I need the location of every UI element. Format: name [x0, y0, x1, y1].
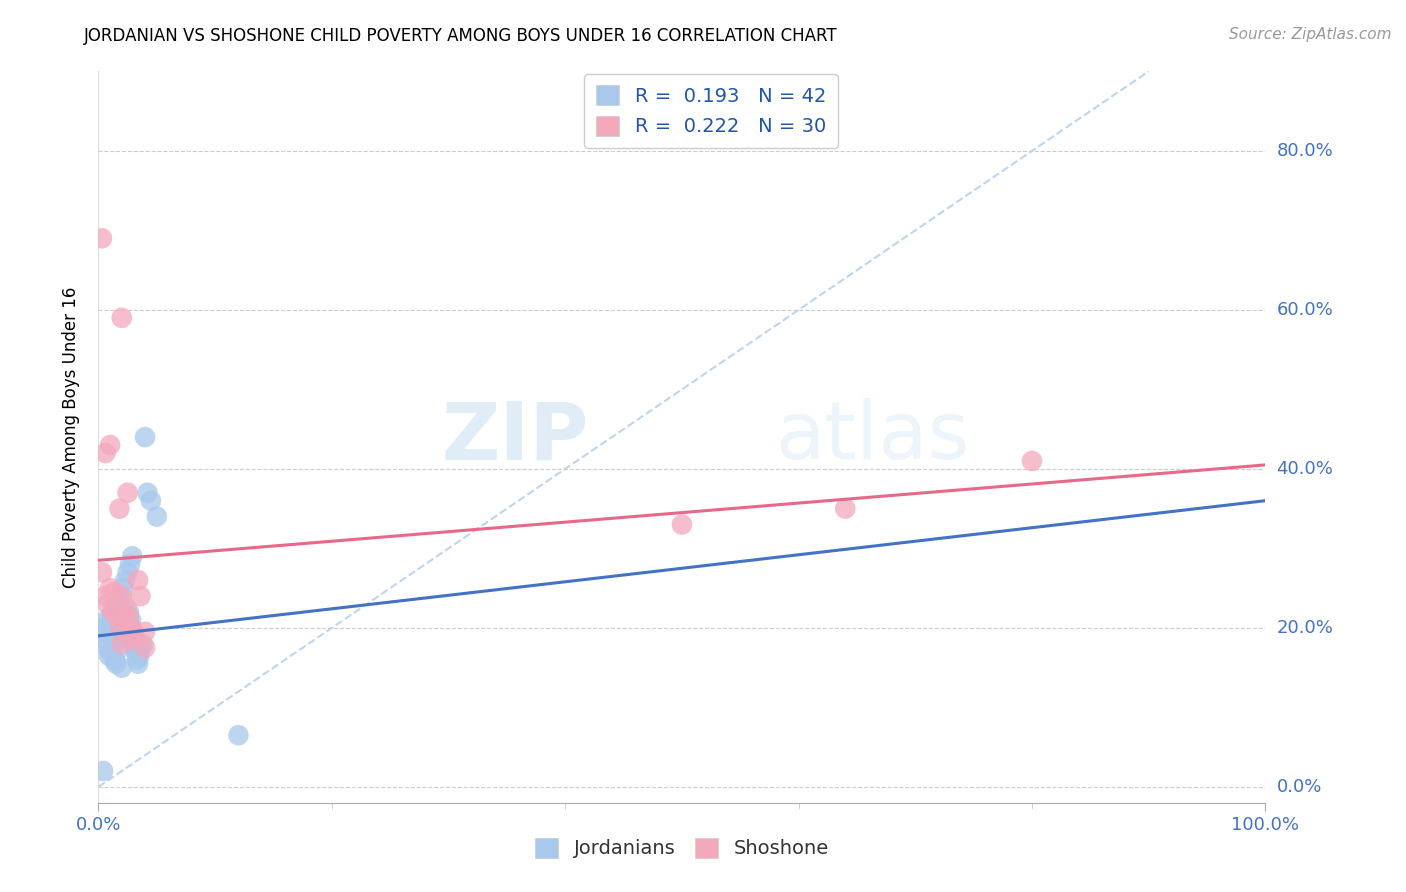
Text: 60.0%: 60.0% — [1277, 301, 1333, 318]
Point — [111, 660, 134, 674]
Point — [100, 609, 122, 624]
Point — [111, 581, 134, 595]
Point — [108, 621, 131, 635]
Point — [107, 632, 129, 647]
Point — [1021, 454, 1043, 468]
Point — [118, 605, 141, 619]
Point — [122, 624, 145, 639]
Point — [111, 310, 134, 325]
Point — [111, 589, 134, 603]
Text: 20.0%: 20.0% — [1277, 619, 1333, 637]
Point — [94, 632, 117, 647]
Y-axis label: Child Poverty Among Boys Under 16: Child Poverty Among Boys Under 16 — [62, 286, 80, 588]
Point — [104, 585, 127, 599]
Point — [98, 438, 121, 452]
Point — [94, 446, 117, 460]
Point — [104, 657, 127, 671]
Text: 80.0%: 80.0% — [1277, 142, 1333, 160]
Point — [110, 640, 132, 655]
Point — [97, 640, 120, 655]
Point — [129, 640, 152, 655]
Point — [103, 629, 125, 643]
Point — [114, 573, 136, 587]
Point — [134, 640, 156, 655]
Point — [112, 613, 135, 627]
Text: 40.0%: 40.0% — [1277, 460, 1333, 478]
Point — [104, 653, 127, 667]
Point — [101, 616, 124, 631]
Point — [122, 624, 145, 639]
Point — [127, 573, 149, 587]
Point — [127, 657, 149, 671]
Text: 0.0%: 0.0% — [1277, 778, 1322, 796]
Point — [120, 629, 142, 643]
Point — [117, 485, 139, 500]
Point — [134, 624, 156, 639]
Point — [146, 509, 169, 524]
Point — [118, 558, 141, 572]
Point — [108, 501, 131, 516]
Point — [118, 609, 141, 624]
Point — [97, 648, 120, 663]
Point — [134, 430, 156, 444]
Point — [98, 581, 121, 595]
Text: JORDANIAN VS SHOSHONE CHILD POVERTY AMONG BOYS UNDER 16 CORRELATION CHART: JORDANIAN VS SHOSHONE CHILD POVERTY AMON… — [84, 27, 838, 45]
Text: ZIP: ZIP — [441, 398, 589, 476]
Point — [139, 493, 162, 508]
Point — [120, 621, 142, 635]
Legend: Jordanians, Shoshone: Jordanians, Shoshone — [527, 830, 837, 866]
Point — [125, 645, 148, 659]
Point — [124, 637, 146, 651]
Point — [671, 517, 693, 532]
Point — [120, 613, 142, 627]
Text: Source: ZipAtlas.com: Source: ZipAtlas.com — [1229, 27, 1392, 42]
Point — [129, 589, 152, 603]
Point — [112, 624, 135, 639]
Point — [94, 589, 117, 603]
Point — [105, 609, 128, 624]
Point — [90, 231, 112, 245]
Point — [115, 621, 138, 635]
Point — [115, 601, 138, 615]
Point — [97, 597, 120, 611]
Point — [101, 605, 124, 619]
Point — [96, 613, 118, 627]
Point — [132, 637, 155, 651]
Point — [90, 566, 112, 580]
Point — [228, 728, 250, 742]
Point — [93, 621, 115, 635]
Point — [136, 485, 159, 500]
Point — [91, 764, 114, 778]
Point — [105, 597, 128, 611]
Point — [128, 648, 150, 663]
Point — [121, 549, 143, 564]
Point — [117, 566, 139, 580]
Point — [90, 624, 112, 639]
Point — [111, 637, 134, 651]
Point — [125, 632, 148, 647]
Point — [111, 613, 134, 627]
Point — [98, 645, 121, 659]
Point — [834, 501, 856, 516]
Point — [108, 589, 131, 603]
Text: atlas: atlas — [775, 398, 970, 476]
Point — [125, 653, 148, 667]
Point — [104, 605, 127, 619]
